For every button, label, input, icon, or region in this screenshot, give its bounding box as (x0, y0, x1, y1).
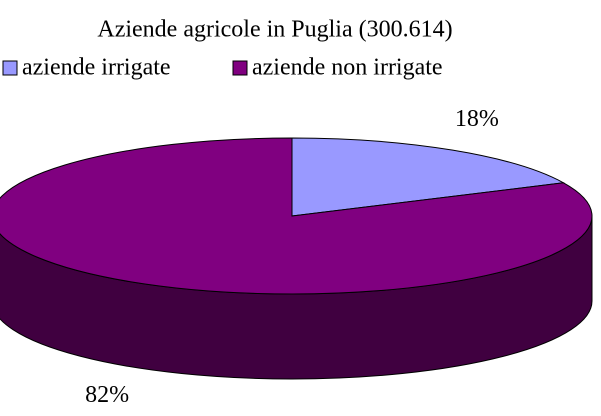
slice (291, 137, 566, 217)
legend-label: aziende irrigate (22, 55, 171, 81)
data-label: 18% (455, 106, 499, 132)
legend-swatch (2, 60, 18, 76)
legend-label: aziende non irrigate (252, 55, 443, 81)
legend-swatch (232, 60, 248, 76)
chart-title: Aziende agricole in Puglia (300.614) (97, 17, 452, 43)
data-label: 82% (85, 382, 129, 408)
slice (0, 137, 593, 295)
